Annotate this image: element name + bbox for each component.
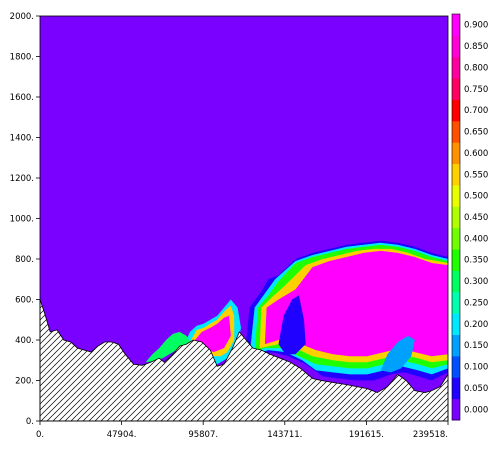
- colorbar-swatch: [452, 56, 460, 79]
- colorbar-label: 0.900: [464, 21, 488, 31]
- colorbar-swatch: [452, 184, 460, 207]
- y-tick-label: 200.: [15, 377, 34, 387]
- colorbar-label: 0.500: [464, 192, 488, 202]
- colorbar: 0.000 0.050 0.100 0.150 0.200 0.250 0.300 0.350…: [451, 13, 488, 421]
- y-tick-label: 600.: [15, 296, 34, 306]
- colorbar-swatch: [452, 270, 460, 293]
- plot-area: [39, 15, 449, 422]
- y-tick-label: 1000.: [10, 215, 34, 225]
- x-tick-label: 143711.: [267, 430, 302, 440]
- x-tick-label: 239518.: [413, 430, 448, 440]
- colorbar-label: 0.850: [464, 42, 488, 52]
- colorbar-swatch: [452, 313, 460, 336]
- colorbar-swatch: [452, 291, 460, 314]
- colorbar-label: 0.000: [464, 405, 488, 415]
- colorbar-frame: [451, 13, 461, 421]
- y-tick-label: 1800.: [10, 53, 34, 63]
- colorbar-label: 0.700: [464, 106, 488, 116]
- colorbar-label: 0.750: [464, 85, 488, 95]
- colorbar-swatch: [452, 227, 460, 250]
- y-tick-label: 400.: [15, 336, 34, 346]
- colorbar-swatch: [452, 142, 460, 165]
- colorbar-swatch: [452, 334, 460, 357]
- colorbar-swatch: [452, 206, 460, 229]
- colorbar-label: 0.200: [464, 320, 488, 330]
- x-axis: 0. 47904. 95807. 143711. 191615. 239518.: [36, 421, 449, 440]
- colorbar-label: 0.100: [464, 363, 488, 373]
- colorbar-label: 0.600: [464, 149, 488, 159]
- colorbar-label: 0.350: [464, 256, 488, 266]
- colorbar-swatch: [452, 398, 460, 421]
- contour-band: [195, 315, 231, 353]
- colorbar-label: 0.300: [464, 277, 488, 287]
- x-tick-label: 191615.: [349, 430, 384, 440]
- colorbar-swatch: [452, 35, 460, 58]
- colorbar-swatch: [452, 249, 460, 271]
- x-tick-label: 47904.: [107, 430, 137, 440]
- colorbar-swatch: [452, 377, 460, 400]
- colorbar-label: 0.450: [464, 213, 488, 223]
- y-tick-label: 1400.: [10, 134, 34, 144]
- terrain: [39, 299, 449, 422]
- y-tick-label: 1600.: [10, 93, 34, 103]
- y-axis: 0. 200. 400. 600. 800. 1000. 1200. 1400. 1600. 18…: [10, 12, 40, 427]
- x-tick-label: 0.: [36, 430, 44, 440]
- colorbar-swatch: [452, 355, 460, 378]
- colorbar-label: 0.050: [464, 384, 488, 394]
- colorbar-label: 0.550: [464, 170, 488, 180]
- colorbar-label: 0.150: [464, 341, 488, 351]
- colorbar-label: 0.800: [464, 63, 488, 73]
- x-tick-label: 95807.: [188, 430, 218, 440]
- contour-band: [145, 331, 190, 363]
- y-tick-label: 1200.: [10, 174, 34, 184]
- colorbar-label: 0.400: [464, 234, 488, 244]
- colorbar-swatch: [452, 78, 460, 100]
- contour-band: [380, 335, 415, 373]
- colorbar-swatch: [452, 14, 460, 36]
- colorbar-swatch: [452, 99, 460, 122]
- colorbar-swatch: [452, 163, 460, 186]
- colorbar-label: 0.250: [464, 299, 488, 309]
- contour-band: [264, 250, 448, 357]
- colorbar-label: 0.650: [464, 128, 488, 138]
- y-tick-label: 800.: [15, 255, 34, 265]
- y-tick-label: 2000.: [10, 12, 34, 22]
- contour-band: [278, 295, 306, 355]
- colorbar-swatch: [452, 120, 460, 143]
- y-tick-label: 0.: [26, 417, 34, 427]
